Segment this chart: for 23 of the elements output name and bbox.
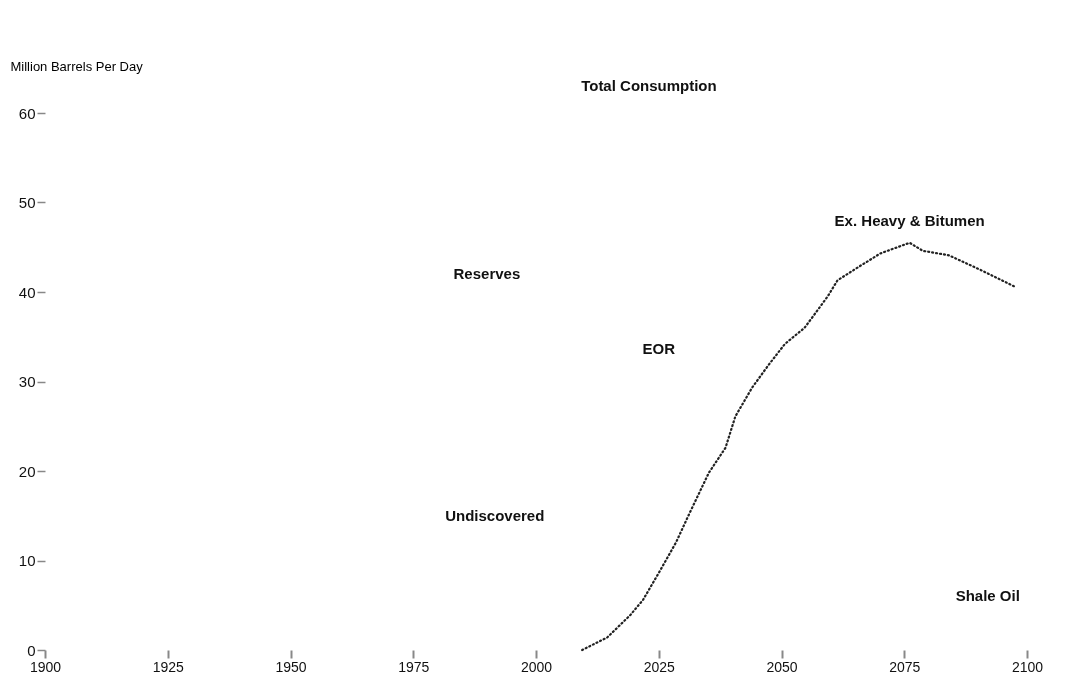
- x-tick-label: 2075: [889, 658, 921, 675]
- y-tick-label: 30: [18, 373, 36, 390]
- annotation: Shale Oil: [955, 587, 1020, 605]
- text: Total Consumption: [581, 77, 717, 95]
- y-tick-label: 10: [18, 552, 36, 569]
- y-tick-label: 20: [18, 462, 36, 480]
- annotation: EOR: [642, 340, 676, 358]
- annotation: Reserves: [453, 265, 521, 283]
- series-label: Ex. Heavy & Bitumen: [834, 211, 985, 229]
- y-tick-label: 60: [18, 104, 36, 122]
- x-tick-label: 2050: [766, 658, 798, 675]
- x-tick-label: 1950: [275, 658, 307, 675]
- x-tick-label: 2025: [643, 658, 676, 675]
- x-tick-label: 2100: [1011, 658, 1044, 675]
- y-tick-label: 0: [27, 641, 36, 659]
- x-tick-label: 2000: [520, 658, 553, 675]
- y-axis-title: Million Barrels Per Day: [10, 58, 144, 74]
- y-tick-label: 40: [18, 283, 36, 301]
- y-tick-label: 50: [18, 194, 36, 211]
- annotation: Undiscovered: [445, 506, 545, 524]
- x-tick-label: 1900: [29, 658, 62, 675]
- x-tick-label: 1975: [398, 658, 430, 675]
- x-tick-label: 1925: [152, 658, 185, 675]
